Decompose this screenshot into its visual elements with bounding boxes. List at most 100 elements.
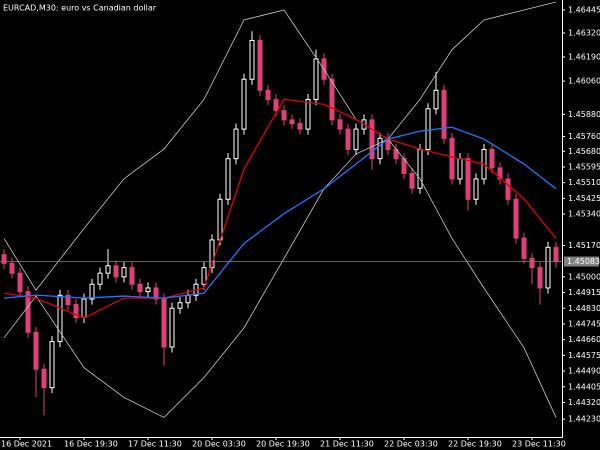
candle-body bbox=[233, 128, 239, 160]
candle-body bbox=[49, 341, 55, 389]
y-tick-label: 1.45170 bbox=[568, 241, 600, 250]
candle-body bbox=[465, 158, 471, 200]
candle-body bbox=[281, 110, 287, 121]
candle-body bbox=[489, 148, 495, 169]
candle-body bbox=[497, 167, 503, 180]
candle-body bbox=[41, 368, 47, 389]
y-tick-label: 1.46320 bbox=[568, 29, 600, 38]
y-tick-label: 1.46190 bbox=[568, 53, 600, 62]
candle-body bbox=[289, 119, 295, 125]
indicator-line bbox=[3, 1, 557, 291]
candle-body bbox=[113, 265, 119, 278]
candle-body bbox=[329, 78, 335, 121]
x-tick-label: 22 Dec 19:30 bbox=[448, 440, 502, 449]
candle-body bbox=[425, 108, 431, 150]
y-tick-label: 1.45680 bbox=[568, 147, 600, 156]
y-tick-label: 1.44830 bbox=[568, 304, 600, 313]
x-tick-label: 17 Dec 11:30 bbox=[128, 440, 182, 449]
indicator-line bbox=[3, 126, 557, 299]
candle-body bbox=[369, 119, 375, 160]
candle-body bbox=[97, 272, 103, 285]
candle-body bbox=[225, 158, 231, 200]
indicator-line bbox=[3, 138, 557, 418]
candle-body bbox=[457, 158, 463, 180]
y-tick-label: 1.45595 bbox=[568, 162, 600, 171]
y-tick-label: 1.44230 bbox=[568, 415, 600, 424]
current-price-box bbox=[564, 256, 599, 267]
x-tick-label: 16 Dec 19:30 bbox=[64, 440, 118, 449]
candle-body bbox=[513, 198, 519, 239]
y-tick-label: 1.44660 bbox=[568, 335, 600, 344]
candle-body bbox=[433, 89, 439, 110]
candle-body bbox=[33, 331, 39, 370]
candle-body bbox=[145, 287, 151, 293]
candle-body bbox=[409, 172, 415, 189]
candle-body bbox=[265, 89, 271, 101]
y-tick-label: 1.45510 bbox=[568, 178, 600, 187]
candle-body bbox=[377, 137, 383, 160]
y-tick-label: 1.44915 bbox=[568, 288, 600, 297]
y-tick-label: 1.45340 bbox=[568, 210, 600, 219]
candle-body bbox=[217, 198, 223, 241]
candle-body bbox=[241, 78, 247, 130]
candle-body bbox=[257, 39, 263, 91]
candle-body bbox=[17, 272, 23, 293]
candle-body bbox=[529, 257, 535, 269]
y-tick-label: 1.44745 bbox=[568, 319, 600, 328]
candle-body bbox=[553, 246, 559, 263]
chart-title: EURCAD,M30: euro vs Canadian dollar bbox=[3, 4, 157, 13]
candle-body bbox=[169, 307, 175, 348]
y-tick-label: 1.44575 bbox=[568, 351, 600, 360]
y-tick-label: 1.46060 bbox=[568, 77, 600, 86]
candle-body bbox=[153, 287, 159, 300]
candle-body bbox=[273, 99, 279, 112]
candle-body bbox=[305, 99, 311, 130]
candle-body bbox=[545, 246, 551, 289]
y-tick-label: 1.45760 bbox=[568, 132, 600, 141]
candle-body bbox=[249, 39, 255, 80]
candle-body bbox=[297, 123, 303, 130]
candle-body bbox=[537, 267, 543, 289]
x-tick-label: 21 Dec 11:30 bbox=[320, 440, 374, 449]
candle-body bbox=[185, 294, 191, 304]
candle-body bbox=[337, 119, 343, 130]
candle-body bbox=[441, 89, 447, 139]
candle-body bbox=[417, 148, 423, 189]
x-tick-label: 20 Dec 03:30 bbox=[192, 440, 246, 449]
candle-body bbox=[473, 178, 479, 200]
candle-body bbox=[9, 262, 15, 274]
y-tick-label: 1.44490 bbox=[568, 367, 600, 376]
y-tick-label: 1.45000 bbox=[568, 272, 600, 281]
candle-body bbox=[449, 137, 455, 180]
y-tick-label: 1.44405 bbox=[568, 382, 600, 391]
y-tick-label: 1.44320 bbox=[568, 398, 600, 407]
x-tick-label: 23 Dec 11:30 bbox=[512, 440, 566, 449]
indicator-line bbox=[3, 98, 557, 319]
candle-body bbox=[313, 58, 319, 101]
y-tick-label: 1.45880 bbox=[568, 110, 600, 119]
candle-body bbox=[105, 265, 111, 274]
y-tick-label: 1.45425 bbox=[568, 194, 600, 203]
candle-body bbox=[177, 302, 183, 309]
candle-body bbox=[353, 128, 359, 150]
candle-body bbox=[129, 267, 135, 285]
candle-body bbox=[57, 294, 63, 343]
x-tick-label: 16 Dec 2021 bbox=[1, 440, 52, 449]
current-price-label: 1.45083 bbox=[567, 257, 600, 266]
y-tick-label: 1.46445 bbox=[568, 5, 600, 14]
candle-body bbox=[25, 291, 31, 333]
candle-body bbox=[73, 304, 79, 318]
x-tick-label: 22 Dec 03:30 bbox=[384, 440, 438, 449]
candle-body bbox=[521, 237, 527, 259]
candle-body bbox=[1, 254, 7, 264]
x-tick-label: 20 Dec 19:30 bbox=[256, 440, 310, 449]
candle-body bbox=[345, 128, 351, 150]
candle-body bbox=[161, 298, 167, 348]
candle-body bbox=[209, 239, 215, 269]
candle-body bbox=[505, 178, 511, 200]
candle-body bbox=[65, 294, 71, 306]
candle-body bbox=[137, 283, 143, 293]
candle-body bbox=[81, 298, 87, 318]
